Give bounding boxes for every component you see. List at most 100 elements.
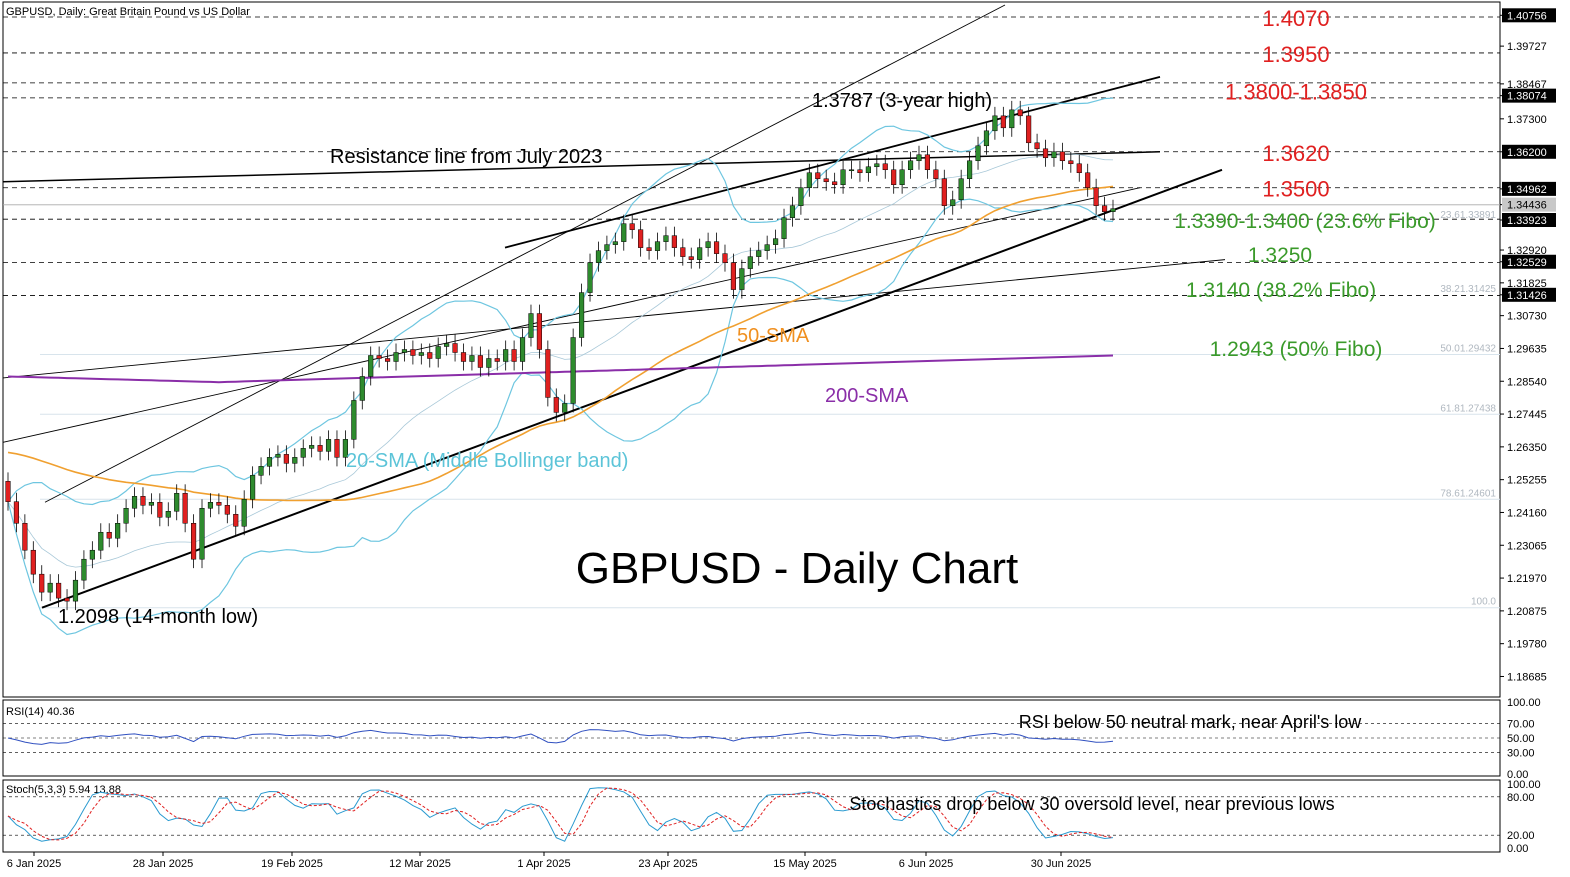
candle[interactable] xyxy=(671,235,677,248)
candle[interactable] xyxy=(1076,163,1082,174)
candle[interactable] xyxy=(477,355,483,368)
candle[interactable] xyxy=(250,475,256,500)
candle[interactable] xyxy=(452,343,458,353)
candle[interactable] xyxy=(300,448,306,458)
candle[interactable] xyxy=(1042,148,1049,159)
candle[interactable] xyxy=(148,502,154,506)
candle[interactable] xyxy=(1093,187,1099,206)
candle[interactable] xyxy=(688,256,694,260)
candle[interactable] xyxy=(916,154,922,162)
candle[interactable] xyxy=(401,349,408,353)
candle[interactable] xyxy=(941,178,947,206)
candle[interactable] xyxy=(570,337,576,404)
candle[interactable] xyxy=(553,397,559,413)
candle[interactable] xyxy=(1051,151,1057,159)
candle[interactable] xyxy=(579,292,585,338)
candle[interactable] xyxy=(72,579,79,602)
candle[interactable] xyxy=(536,313,542,350)
candle[interactable] xyxy=(950,199,956,206)
candle[interactable] xyxy=(469,355,475,362)
candle[interactable] xyxy=(5,481,11,502)
candle[interactable] xyxy=(216,502,222,506)
candle[interactable] xyxy=(967,160,973,179)
candle[interactable] xyxy=(1101,205,1108,212)
candle[interactable] xyxy=(317,445,323,452)
candle[interactable] xyxy=(342,439,348,458)
candle[interactable] xyxy=(975,145,981,162)
candle[interactable] xyxy=(359,376,365,401)
candle[interactable] xyxy=(30,549,36,575)
candle[interactable] xyxy=(1000,115,1006,129)
candle[interactable] xyxy=(1068,160,1074,165)
candle[interactable] xyxy=(958,178,964,200)
candle[interactable] xyxy=(511,349,517,362)
candle[interactable] xyxy=(621,223,627,242)
candle[interactable] xyxy=(857,169,863,174)
candle[interactable] xyxy=(832,181,838,185)
candle[interactable] xyxy=(882,163,888,171)
candle[interactable] xyxy=(806,172,812,188)
candle[interactable] xyxy=(924,154,930,171)
candle[interactable] xyxy=(410,349,416,356)
candle[interactable] xyxy=(427,352,433,359)
candle[interactable] xyxy=(1059,151,1065,162)
candle[interactable] xyxy=(486,358,492,368)
candle[interactable] xyxy=(233,514,239,527)
candle[interactable] xyxy=(47,582,53,593)
candle[interactable] xyxy=(747,256,753,269)
candle[interactable] xyxy=(933,169,939,179)
candle[interactable] xyxy=(612,241,618,245)
candle[interactable] xyxy=(131,496,138,509)
candle[interactable] xyxy=(739,268,745,290)
candle[interactable] xyxy=(823,178,829,182)
candle[interactable] xyxy=(39,573,45,593)
candle[interactable] xyxy=(115,523,121,539)
candle[interactable] xyxy=(334,439,340,458)
candle[interactable] xyxy=(460,352,467,362)
candle[interactable] xyxy=(418,352,424,356)
candle[interactable] xyxy=(503,349,509,362)
candle[interactable] xyxy=(207,502,214,509)
candle[interactable] xyxy=(64,597,70,602)
candle[interactable] xyxy=(697,247,703,260)
candle[interactable] xyxy=(587,262,593,293)
candle[interactable] xyxy=(368,355,374,377)
candle[interactable] xyxy=(81,558,87,581)
candle[interactable] xyxy=(654,241,661,251)
candle[interactable] xyxy=(815,172,821,179)
candle[interactable] xyxy=(1009,109,1015,129)
candle[interactable] xyxy=(444,343,450,347)
candle[interactable] xyxy=(140,496,146,506)
candle[interactable] xyxy=(157,502,163,518)
candle[interactable] xyxy=(646,247,652,251)
candle[interactable] xyxy=(865,166,871,174)
candle[interactable] xyxy=(1026,115,1032,144)
candle[interactable] xyxy=(764,244,770,251)
candle[interactable] xyxy=(241,499,247,527)
candle[interactable] xyxy=(595,250,602,263)
candle[interactable] xyxy=(292,457,298,464)
candle[interactable] xyxy=(730,262,736,290)
candle[interactable] xyxy=(899,169,905,185)
candle[interactable] xyxy=(562,403,568,413)
candle[interactable] xyxy=(123,508,129,524)
candle[interactable] xyxy=(992,115,998,132)
candle[interactable] xyxy=(376,355,382,359)
candle[interactable] xyxy=(351,400,357,440)
candle[interactable] xyxy=(891,169,897,185)
candle[interactable] xyxy=(1017,109,1023,117)
candle[interactable] xyxy=(199,508,205,560)
candle[interactable] xyxy=(98,531,104,551)
candle[interactable] xyxy=(773,238,779,245)
candle[interactable] xyxy=(224,505,230,515)
candle[interactable] xyxy=(629,223,635,230)
candle[interactable] xyxy=(680,247,686,257)
candle[interactable] xyxy=(638,229,644,248)
candle[interactable] xyxy=(182,493,188,524)
candle[interactable] xyxy=(258,466,264,476)
candle[interactable] xyxy=(545,349,551,398)
candle[interactable] xyxy=(165,511,171,518)
candle[interactable] xyxy=(435,346,441,359)
candle[interactable] xyxy=(89,549,95,560)
